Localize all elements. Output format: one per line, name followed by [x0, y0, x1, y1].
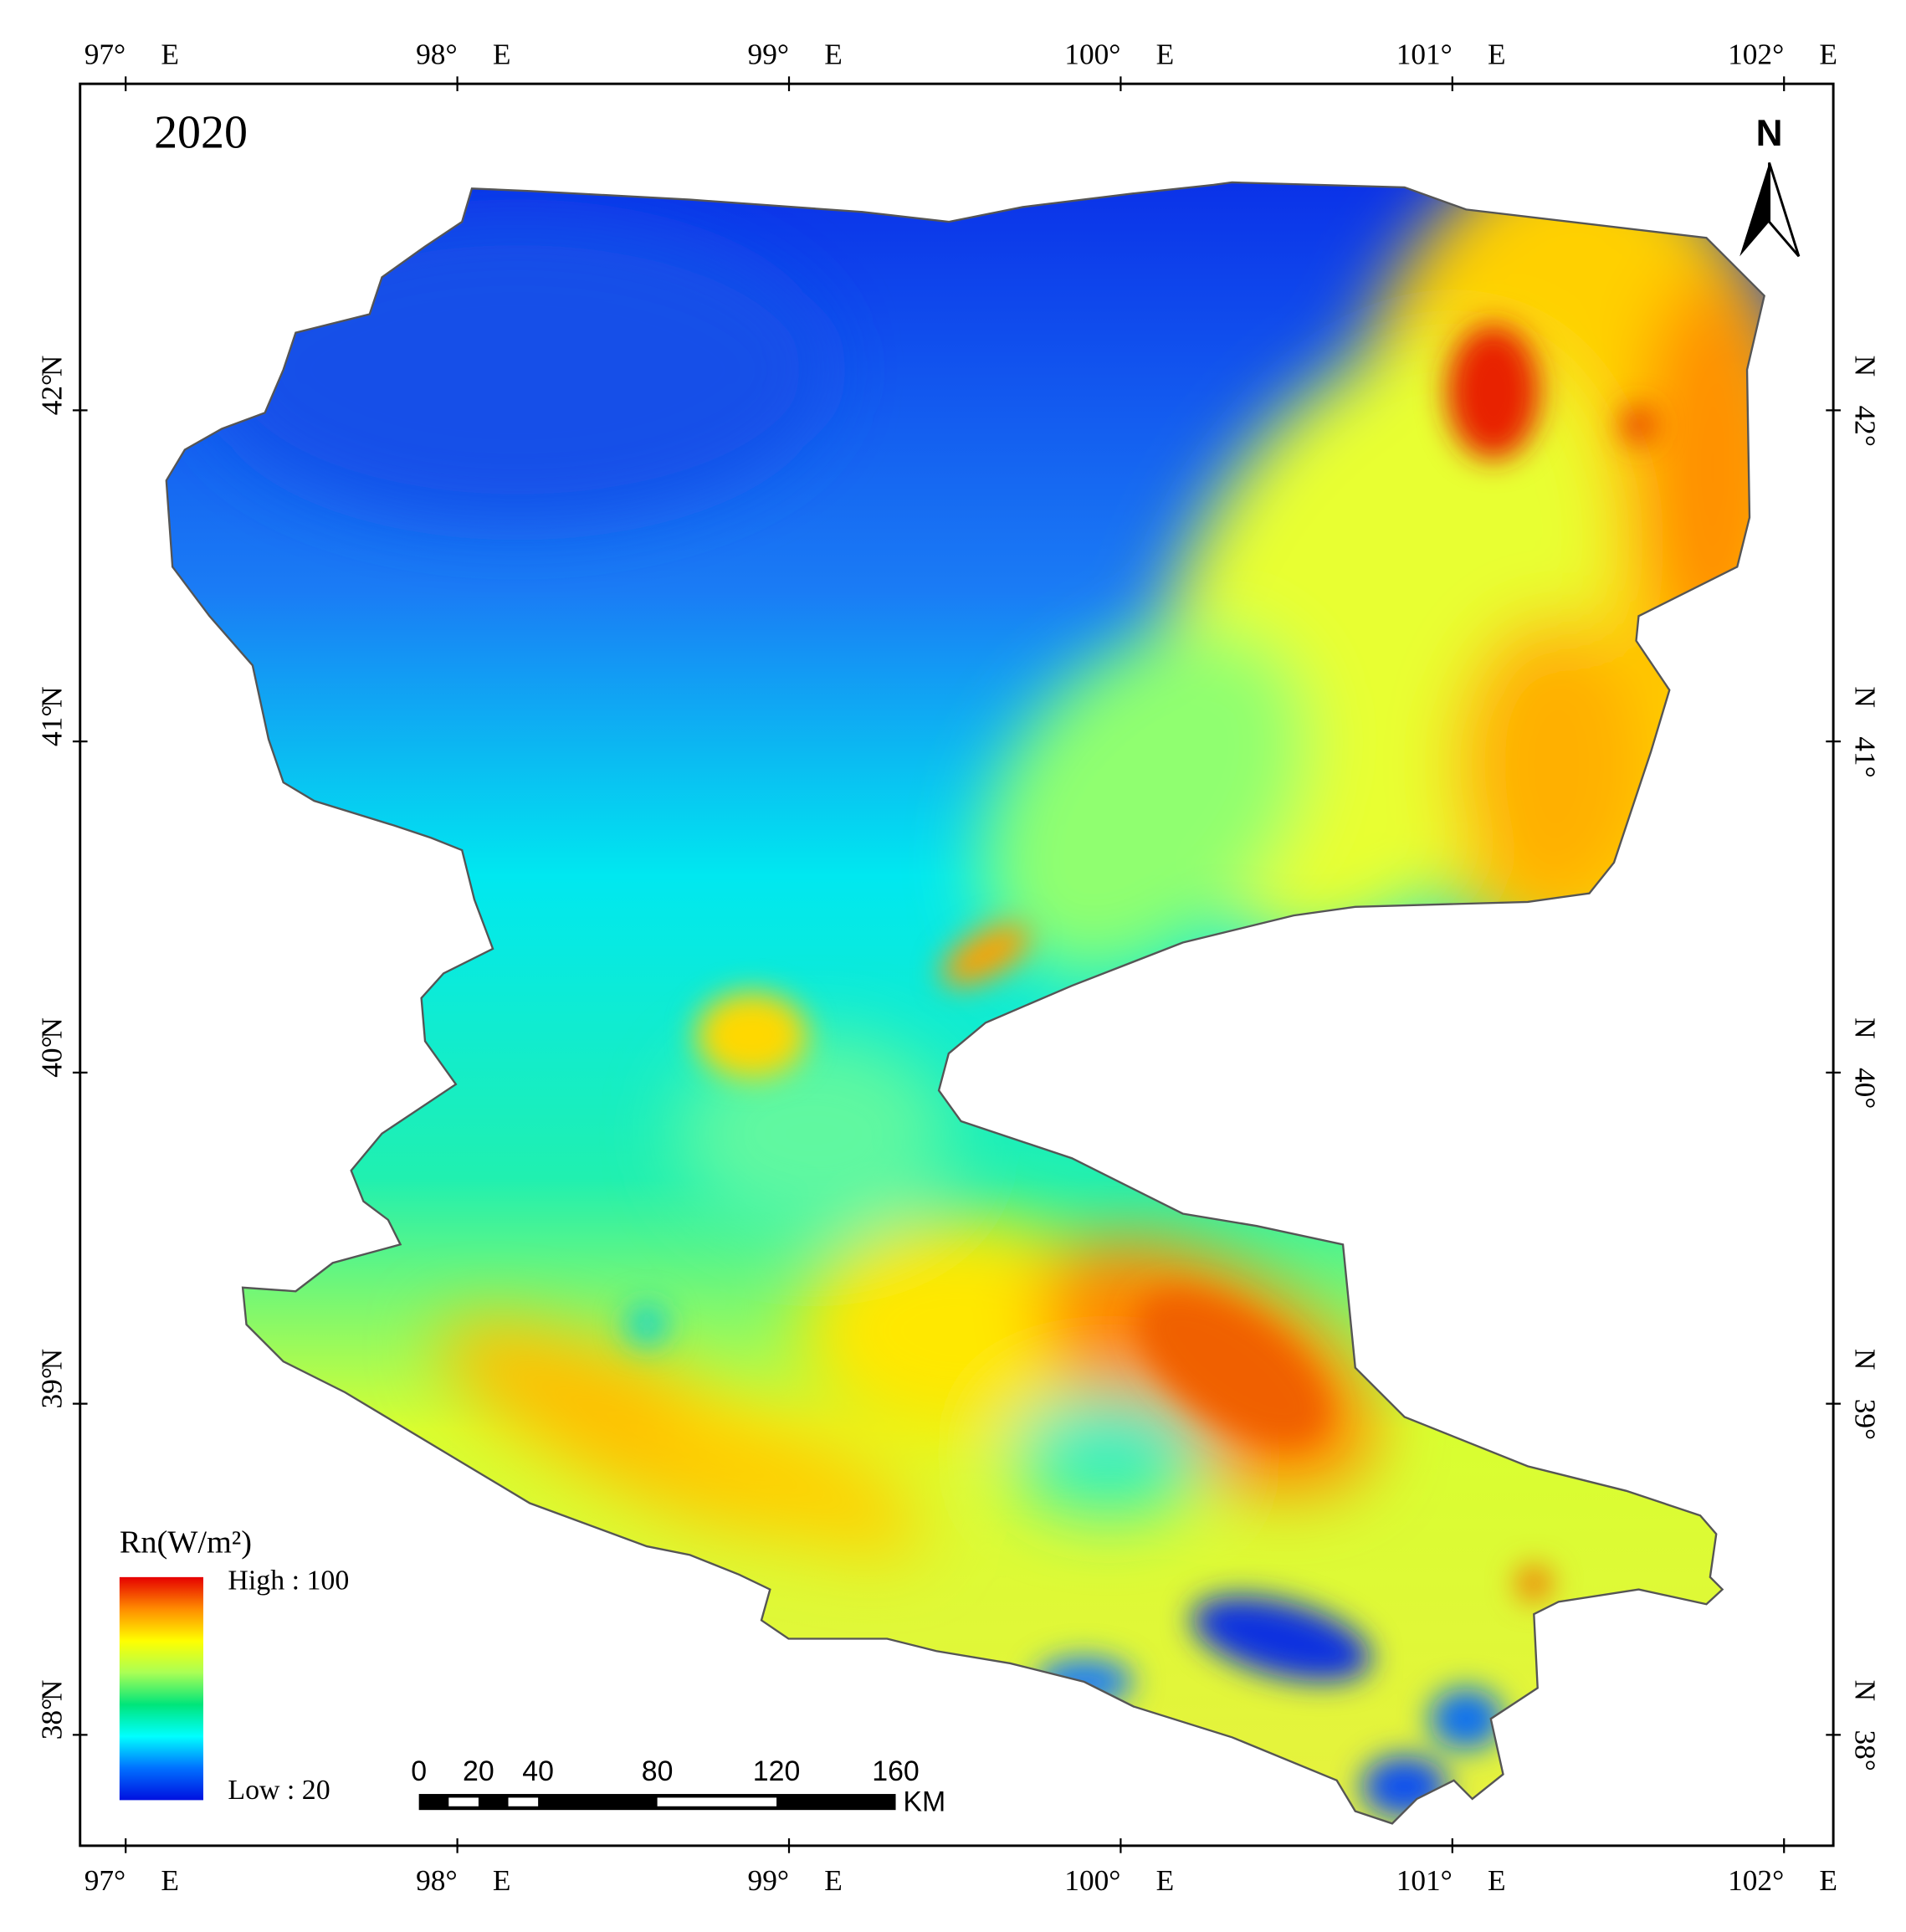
lon-label: 98° — [416, 38, 457, 71]
lat-hemisphere: N — [1849, 1017, 1882, 1039]
lat-hemisphere: N — [1849, 1349, 1882, 1371]
lon-label: 102° — [1728, 1864, 1784, 1897]
lon-hemisphere: E — [824, 1864, 843, 1897]
lon-hemisphere: E — [1819, 38, 1837, 71]
lat-hemisphere: N — [36, 1017, 69, 1039]
lat-hemisphere: N — [1849, 1680, 1882, 1702]
scale-label: 160 — [872, 1755, 920, 1787]
lat-label: 41° — [1849, 736, 1882, 777]
lat-hemisphere: N — [36, 1680, 69, 1702]
map-title: 2020 — [154, 107, 248, 159]
lon-label: 97° — [85, 1864, 126, 1897]
lat-label: 41° — [36, 705, 69, 746]
lon-label: 101° — [1396, 38, 1453, 71]
lat-label: 42° — [36, 374, 69, 415]
lon-label: 100° — [1064, 38, 1120, 71]
lat-hemisphere: N — [1849, 686, 1882, 708]
lat-label: 39° — [36, 1367, 69, 1408]
lon-hemisphere: E — [161, 1864, 179, 1897]
lat-hemisphere: N — [36, 1349, 69, 1371]
lon-label: 97° — [85, 38, 126, 71]
map-frame — [79, 82, 1835, 1847]
lon-hemisphere: E — [493, 38, 511, 71]
lon-label: 100° — [1064, 1864, 1120, 1897]
lat-label: 39° — [1849, 1399, 1882, 1440]
lat-hemisphere: N — [36, 356, 69, 377]
scale-label: 120 — [753, 1755, 801, 1787]
lon-hemisphere: E — [1819, 1864, 1837, 1897]
lat-label: 42° — [1849, 406, 1882, 447]
lon-hemisphere: E — [161, 38, 179, 71]
lat-label: 40° — [1849, 1068, 1882, 1109]
north-label: N — [1756, 113, 1783, 154]
lon-hemisphere: E — [1488, 38, 1506, 71]
scale-label: 80 — [642, 1755, 674, 1787]
legend-low: Low : 20 — [228, 1775, 330, 1806]
legend-colorbar — [119, 1576, 203, 1801]
raster — [166, 182, 1765, 1824]
scale-segment — [657, 1797, 777, 1806]
scale-label: 20 — [463, 1755, 494, 1787]
lon-hemisphere: E — [1488, 1864, 1506, 1897]
lon-label: 99° — [748, 38, 789, 71]
scale-segment — [448, 1797, 479, 1806]
lon-hemisphere: E — [1156, 38, 1175, 71]
lat-label: 40° — [36, 1036, 69, 1077]
lon-hemisphere: E — [824, 38, 843, 71]
lon-label: 102° — [1728, 38, 1784, 71]
lon-label: 99° — [748, 1864, 789, 1897]
north-arrow: N — [1739, 113, 1801, 258]
scale-label: 0 — [411, 1755, 427, 1787]
lat-label: 38° — [1849, 1730, 1882, 1771]
legend-title: Rn(W/m²) — [120, 1525, 252, 1560]
lon-label: 101° — [1396, 1864, 1453, 1897]
lat-hemisphere: N — [36, 686, 69, 708]
scale-unit: KM — [903, 1786, 945, 1818]
lat-hemisphere: N — [1849, 356, 1882, 377]
lat-label: 38° — [36, 1699, 69, 1740]
lon-hemisphere: E — [1156, 1864, 1175, 1897]
scale-segment — [508, 1797, 539, 1806]
scale-label: 40 — [522, 1755, 554, 1787]
legend: Rn(W/m²) High : 100 Low : 20 — [119, 1525, 349, 1806]
lon-label: 98° — [416, 1864, 457, 1897]
lon-hemisphere: E — [493, 1864, 511, 1897]
legend-high: High : 100 — [228, 1566, 349, 1596]
